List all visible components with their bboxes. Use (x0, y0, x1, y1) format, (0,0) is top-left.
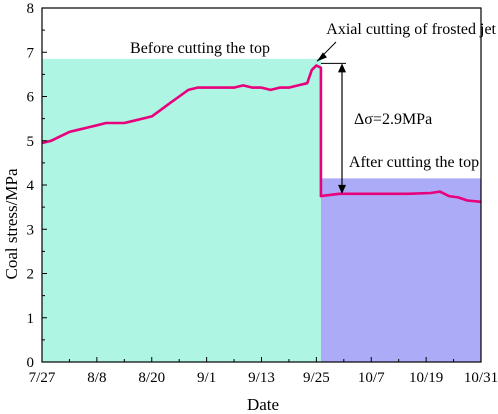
series-group (41, 64, 482, 204)
x-tick-label: 8/8 (87, 370, 106, 386)
event-annotation: Axial cutting of frosted jet (326, 21, 496, 38)
region-0 (42, 58, 321, 362)
region-after-label: After cutting the top (349, 154, 479, 171)
delta-arrow-head-down (338, 184, 346, 194)
shaded-regions (42, 58, 481, 362)
y-tick-label: 3 (27, 222, 35, 238)
x-tick-label: 10/19 (409, 370, 443, 386)
x-tick-label: 8/20 (138, 370, 165, 386)
region-before-label: Before cutting the top (130, 40, 270, 57)
x-tick-label: 9/13 (248, 370, 275, 386)
x-axis-ticks: 7/27 8/8 8/20 9/1 9/13 9/25 10/7 10/19 10/31 (29, 357, 498, 386)
y-axis-title: Coal stress/MPa (2, 168, 21, 279)
x-tick-label: 10/7 (358, 370, 385, 386)
y-tick-label: 8 (27, 1, 35, 17)
delta-annotation: Δσ=2.9MPa (354, 111, 432, 128)
delta-arrow-head-up (338, 63, 346, 73)
y-tick-label: 0 (27, 355, 35, 371)
x-tick-label: 9/1 (197, 370, 216, 386)
y-tick-label: 5 (27, 134, 35, 150)
y-tick-label: 4 (27, 178, 35, 194)
series-line-0 (41, 64, 482, 204)
y-tick-label: 7 (27, 45, 35, 61)
y-tick-label: 2 (27, 267, 35, 283)
y-tick-label: 1 (27, 311, 35, 327)
annotation-marks (316, 41, 346, 194)
x-axis-title: Date (247, 395, 279, 414)
x-tick-label: 7/27 (29, 370, 56, 386)
event-pointer-head (316, 52, 327, 62)
y-axis-ticks: 0 1 2 3 4 5 6 7 8 (27, 1, 47, 371)
region-1 (320, 178, 481, 362)
x-tick-label: 9/25 (303, 370, 330, 386)
x-tick-label: 10/31 (464, 370, 498, 386)
y-tick-label: 6 (27, 90, 35, 106)
